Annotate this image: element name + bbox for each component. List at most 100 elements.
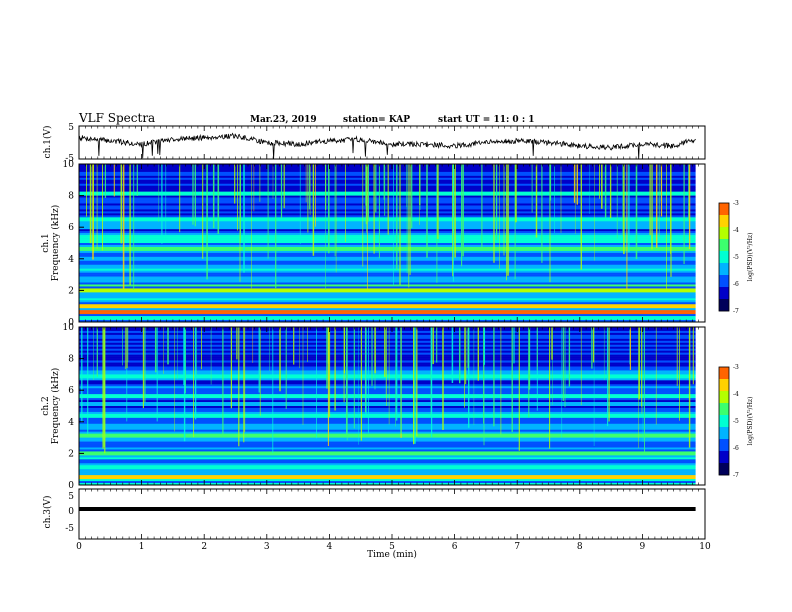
ch3-waveform-frame	[78, 488, 706, 540]
colorbar-segment	[719, 267, 729, 270]
spectrogram-ytick-label: 2	[68, 449, 74, 459]
spectrogram-row	[79, 209, 696, 212]
spectrogram-row	[79, 334, 696, 338]
colorbar-segment	[719, 451, 729, 454]
ch1-waveform-line	[78, 132, 696, 160]
spectrogram-row	[79, 402, 696, 405]
colorbar-segment	[719, 281, 729, 284]
spectrogram-row	[79, 164, 696, 167]
x-tick-label: 6	[452, 542, 458, 552]
colorbar-segment	[719, 463, 729, 466]
spectrogram-row	[79, 411, 696, 415]
colorbar-segment	[719, 469, 729, 472]
spectrogram-row	[79, 167, 696, 171]
colorbar-segment	[719, 371, 729, 374]
ch2-spectrogram-image	[79, 327, 696, 486]
spectrogram-row	[79, 195, 696, 198]
colorbar-segment	[719, 293, 729, 296]
colorbar-segment	[719, 231, 729, 234]
spectrogram-row	[79, 215, 696, 218]
spectrogram-row	[79, 374, 696, 377]
colorbar-segment	[719, 285, 729, 288]
ch3-ytick-top: 5	[68, 492, 74, 502]
ch2-spectrogram-yticks: 0 2 4 6 8 10	[63, 323, 84, 491]
ch2-colorbar: -3 -4 -5 -6 -7 log(PSD)(V²/Hz)	[718, 364, 754, 479]
spectrogram-row	[79, 390, 696, 393]
spectrogram-row	[79, 193, 696, 196]
colorbar-segment	[719, 383, 729, 386]
spectrogram-row	[79, 191, 696, 194]
colorbar-segment	[719, 299, 729, 302]
colorbar-tick-label: -3	[733, 364, 739, 371]
spectrogram-row	[79, 268, 696, 271]
spectrogram-row	[79, 366, 696, 369]
colorbar-segment	[719, 227, 729, 230]
spectrogram-row	[79, 437, 696, 440]
spectrogram-row	[79, 413, 696, 417]
spectrogram-row	[79, 449, 696, 452]
spectrogram-row	[79, 384, 696, 387]
colorbar-segment	[719, 283, 729, 286]
ch2-colorbar-label: log(PSD)(V²/Hz)	[747, 397, 754, 446]
spectrogram-row	[79, 316, 696, 319]
spectrogram-ytick-label: 2	[68, 286, 74, 296]
spectrogram-ytick-label: 4	[68, 418, 74, 428]
spectrogram-row	[79, 473, 696, 476]
colorbar-segment	[719, 431, 729, 434]
spectrogram-row	[79, 235, 696, 238]
colorbar-segment	[719, 439, 729, 442]
colorbar-segment	[719, 391, 729, 394]
spectrogram-ytick-label: 10	[63, 323, 75, 333]
spectrogram-row	[79, 467, 696, 470]
ch2-spec-ylabel-frequency: Frequency (kHz)	[50, 368, 61, 445]
spectrogram-row	[79, 169, 696, 173]
spectrogram-row	[79, 380, 696, 383]
spectrogram-row	[79, 266, 696, 269]
colorbar-segment	[719, 273, 729, 276]
colorbar-segment	[719, 381, 729, 384]
spectrogram-row	[79, 258, 696, 262]
spectrogram-row	[79, 342, 696, 346]
colorbar-segment	[719, 387, 729, 390]
colorbar-segment	[719, 447, 729, 450]
spectrogram-row	[79, 433, 696, 436]
spectrogram-row	[79, 189, 696, 192]
spectrogram-row	[79, 264, 696, 267]
spectrogram-row	[79, 328, 696, 332]
spectrogram-row	[79, 197, 696, 200]
spectrogram-row	[79, 227, 696, 230]
spectrogram-row	[79, 296, 696, 299]
colorbar-segment	[719, 373, 729, 376]
colorbar-segment	[719, 241, 729, 244]
ch2-spectrogram-panel: 0 2 4 6 8 10 ch.2 Frequency (kHz)	[41, 323, 706, 491]
spectrogram-row	[79, 250, 696, 254]
ch1-colorbar-gradient	[719, 203, 729, 312]
spectrogram-ytick-label: 4	[68, 255, 74, 265]
spectrogram-row	[79, 372, 696, 375]
colorbar-segment	[719, 297, 729, 300]
colorbar-segment	[719, 397, 729, 400]
colorbar-segment	[719, 473, 729, 476]
spectrogram-row	[79, 455, 696, 458]
colorbar-segment	[719, 409, 729, 412]
x-tick-label: 4	[327, 542, 333, 552]
spectrogram-row	[79, 244, 696, 248]
colorbar-segment	[719, 427, 729, 430]
time-axis-label: Time (min)	[367, 549, 417, 560]
colorbar-segment	[719, 223, 729, 226]
colorbar-segment	[719, 459, 729, 462]
spectrogram-row	[79, 252, 696, 256]
spectrogram-row	[79, 270, 696, 273]
colorbar-segment	[719, 251, 729, 254]
colorbar-segment	[719, 217, 729, 220]
spectrogram-row	[79, 288, 696, 291]
colorbar-segment	[719, 295, 729, 298]
spectrogram-row	[79, 392, 696, 395]
spectrogram-row	[79, 453, 696, 456]
spectrogram-row	[79, 350, 696, 353]
spectrogram-ytick-label: 8	[68, 355, 74, 365]
colorbar-segment	[719, 389, 729, 392]
spectrogram-row	[79, 378, 696, 381]
colorbar-segment	[719, 245, 729, 248]
colorbar-segment	[719, 229, 729, 232]
